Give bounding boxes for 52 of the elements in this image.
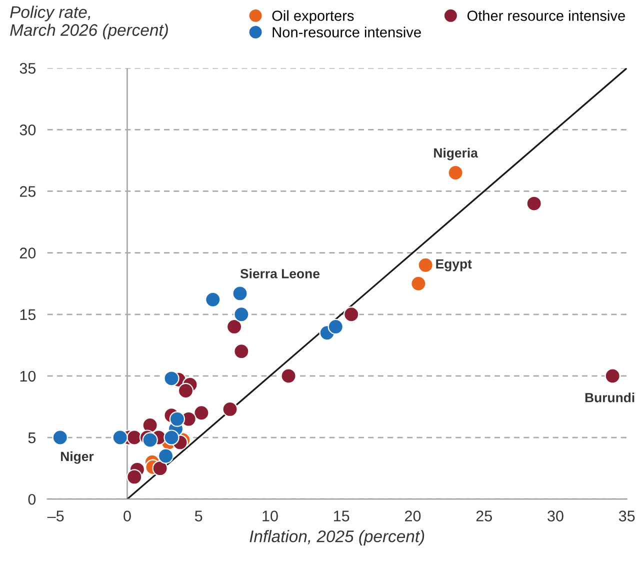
legend-label: Other resource intensive bbox=[467, 10, 625, 21]
point bbox=[126, 469, 142, 485]
annotation: Sierra Leone bbox=[240, 268, 320, 278]
annotation: Niger bbox=[61, 451, 94, 464]
annotation: Burundi bbox=[585, 392, 634, 402]
point bbox=[152, 460, 168, 476]
point bbox=[418, 257, 434, 273]
point bbox=[169, 411, 186, 427]
x-tick-label: 30 bbox=[548, 510, 564, 522]
point bbox=[112, 430, 128, 446]
point bbox=[328, 318, 344, 335]
annotation: Egypt bbox=[436, 259, 472, 272]
x-tick-label: 20 bbox=[405, 510, 421, 522]
y-tick-label: 20 bbox=[20, 248, 36, 258]
point bbox=[232, 286, 248, 302]
legend-label: Non-resource intensive bbox=[272, 26, 421, 38]
x-tick-label: –5 bbox=[47, 510, 64, 522]
point bbox=[222, 401, 238, 418]
y-tick-label: 5 bbox=[28, 432, 36, 444]
y-axis-title: Policy rate, March 2026 (percent) bbox=[10, 6, 168, 40]
y-tick-label: 35 bbox=[20, 62, 36, 74]
y-tick-label: 25 bbox=[20, 186, 36, 197]
point bbox=[164, 430, 180, 446]
x-tick-label: 35 bbox=[618, 510, 635, 522]
point bbox=[178, 382, 194, 399]
point bbox=[448, 164, 464, 181]
x-tick-label: 5 bbox=[194, 510, 202, 522]
x-tick-label: 15 bbox=[334, 510, 350, 522]
point bbox=[142, 432, 158, 448]
point bbox=[158, 448, 174, 464]
point bbox=[604, 368, 620, 384]
point bbox=[344, 306, 360, 322]
point bbox=[526, 196, 542, 212]
x-tick-label: 0 bbox=[124, 510, 131, 522]
x-tick-label: 10 bbox=[262, 510, 278, 522]
y-tick-label: 0 bbox=[28, 494, 36, 505]
point bbox=[234, 343, 250, 360]
legend-label: Oil exporters bbox=[272, 10, 354, 24]
point bbox=[410, 276, 426, 292]
point bbox=[164, 370, 180, 386]
point bbox=[205, 292, 221, 308]
point bbox=[226, 318, 242, 335]
point bbox=[234, 306, 250, 322]
x-tick-label: 25 bbox=[476, 510, 492, 522]
point bbox=[194, 405, 210, 421]
point bbox=[52, 430, 68, 446]
x-axis-title: Inflation, 2025 (percent) bbox=[250, 530, 424, 546]
annotation: Nigeria bbox=[434, 148, 478, 160]
y-tick-label: 30 bbox=[20, 124, 36, 136]
point bbox=[280, 368, 296, 384]
y-tick-label: 15 bbox=[20, 309, 36, 320]
y-tick-label: 10 bbox=[20, 370, 36, 382]
